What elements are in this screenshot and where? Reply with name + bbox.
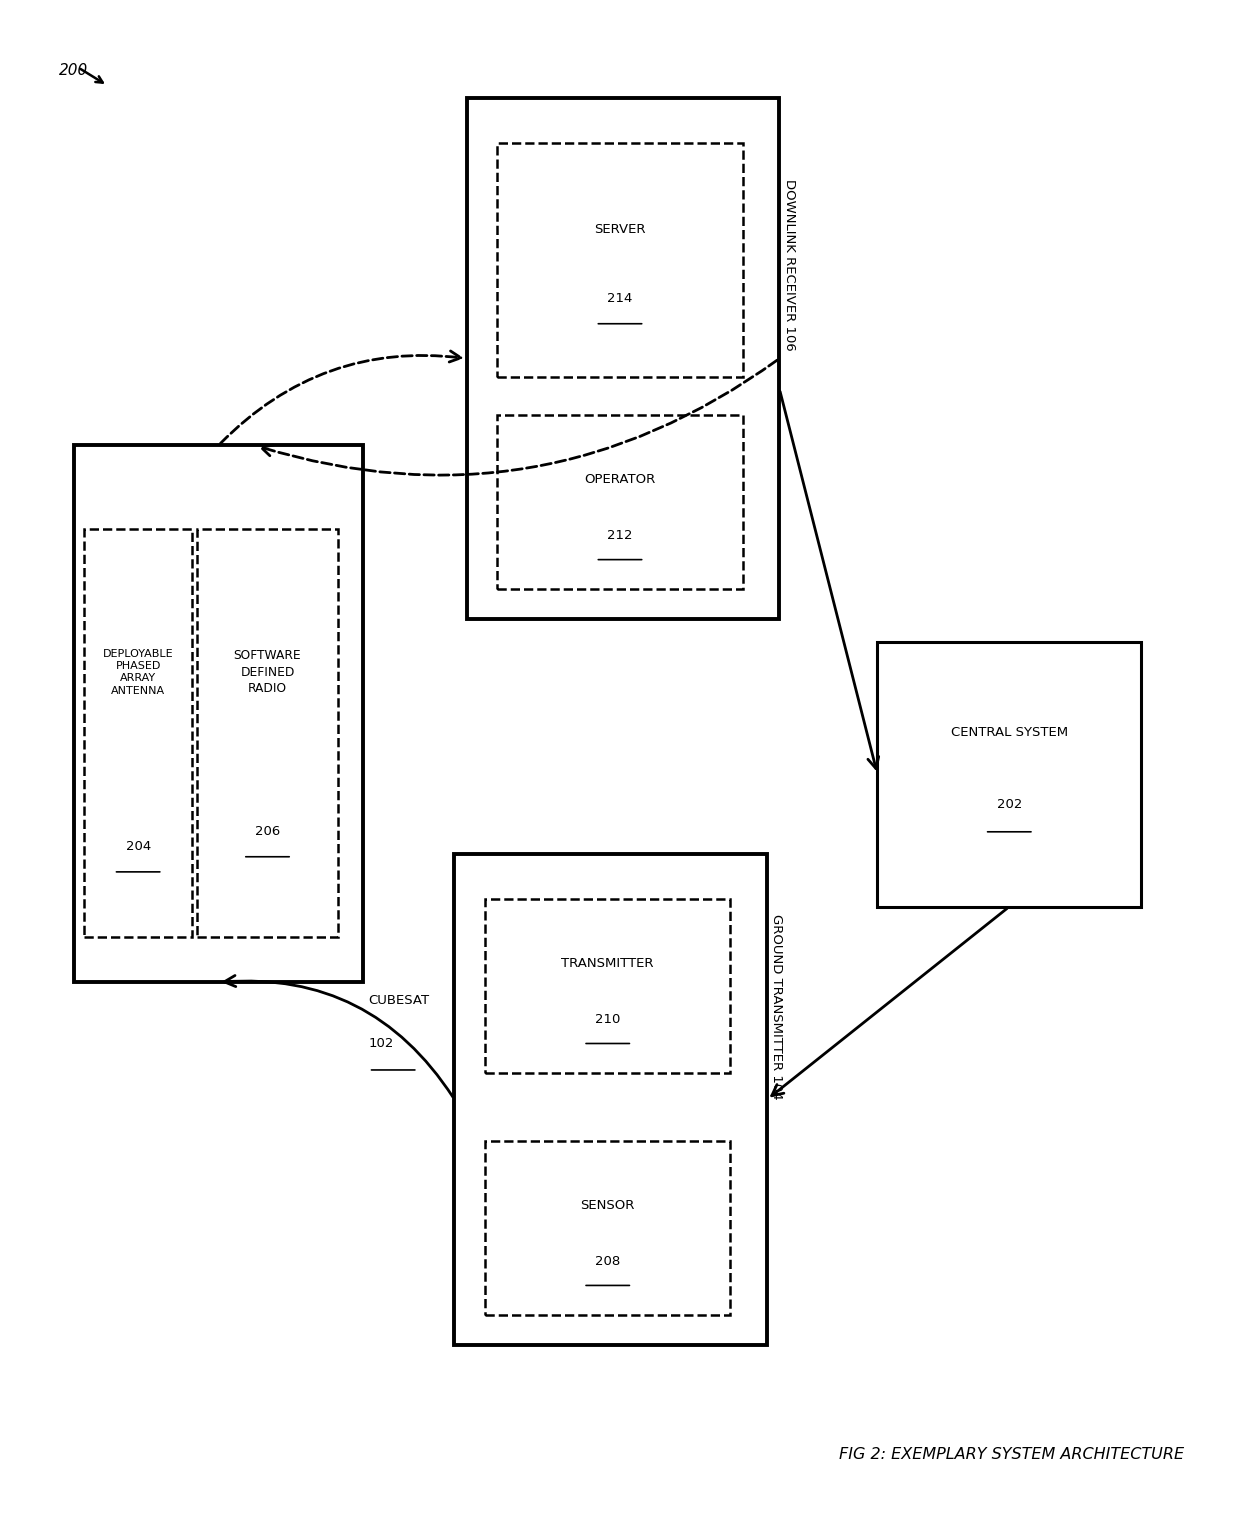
Text: TRANSMITTER: TRANSMITTER <box>562 957 653 971</box>
Text: 102: 102 <box>368 1036 394 1050</box>
Text: 202: 202 <box>997 798 1022 812</box>
Text: DEPLOYABLE
PHASED
ARRAY
ANTENNA: DEPLOYABLE PHASED ARRAY ANTENNA <box>103 649 174 696</box>
Text: 214: 214 <box>608 291 632 305</box>
Bar <box>84 528 192 937</box>
Bar <box>466 98 780 620</box>
Bar <box>74 446 362 983</box>
Text: 210: 210 <box>595 1013 620 1025</box>
Text: 206: 206 <box>255 824 280 838</box>
Text: 204: 204 <box>125 839 151 853</box>
Text: SOFTWARE
DEFINED
RADIO: SOFTWARE DEFINED RADIO <box>233 649 301 696</box>
Bar <box>485 1141 730 1315</box>
Bar <box>485 899 730 1073</box>
Text: GROUND TRANSMITTER 104: GROUND TRANSMITTER 104 <box>770 914 784 1099</box>
Text: OPERATOR: OPERATOR <box>584 473 656 485</box>
Text: CENTRAL SYSTEM: CENTRAL SYSTEM <box>951 725 1068 739</box>
Bar <box>497 143 743 377</box>
Bar <box>497 415 743 589</box>
Text: SERVER: SERVER <box>594 223 646 237</box>
Bar <box>878 642 1141 906</box>
Text: SENSOR: SENSOR <box>580 1199 635 1212</box>
Bar <box>455 853 768 1344</box>
Text: 208: 208 <box>595 1254 620 1268</box>
Bar <box>197 528 339 937</box>
Text: 212: 212 <box>608 530 632 542</box>
Text: 200: 200 <box>58 63 88 78</box>
Text: DOWNLINK RECEIVER 106: DOWNLINK RECEIVER 106 <box>782 179 796 351</box>
Text: CUBESAT: CUBESAT <box>368 995 430 1007</box>
Text: FIG 2: EXEMPLARY SYSTEM ARCHITECTURE: FIG 2: EXEMPLARY SYSTEM ARCHITECTURE <box>839 1447 1184 1462</box>
